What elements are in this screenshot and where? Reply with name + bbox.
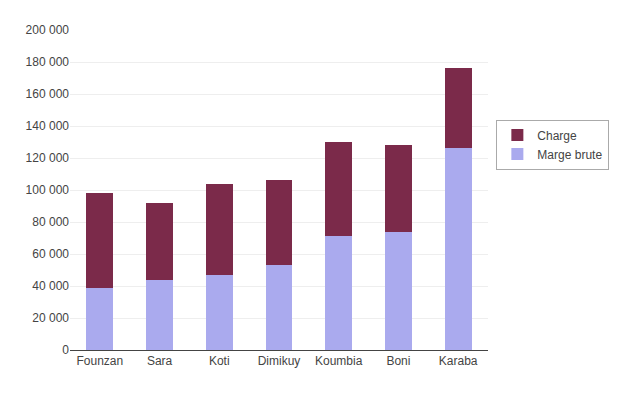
svg-text:120 000: 120 000 [26, 151, 70, 165]
svg-text:80 000: 80 000 [32, 215, 69, 229]
svg-text:60 000: 60 000 [32, 247, 69, 261]
svg-text:Charge: Charge [537, 129, 577, 143]
svg-text:100 000: 100 000 [26, 183, 70, 197]
svg-text:Founzan: Founzan [77, 354, 124, 368]
svg-text:160 000: 160 000 [26, 87, 70, 101]
svg-text:Dimikuy: Dimikuy [258, 354, 301, 368]
svg-text:Sara: Sara [147, 354, 173, 368]
svg-text:200 000: 200 000 [26, 23, 70, 37]
svg-text:Karaba: Karaba [439, 354, 478, 368]
svg-text:Marge brute: Marge brute [537, 148, 602, 162]
svg-text:Koumbia: Koumbia [315, 354, 363, 368]
svg-text:180 000: 180 000 [26, 55, 70, 69]
svg-text:Boni: Boni [386, 354, 410, 368]
svg-text:20 000: 20 000 [32, 311, 69, 325]
svg-text:Koti: Koti [209, 354, 230, 368]
svg-text:140 000: 140 000 [26, 119, 70, 133]
svg-text:40 000: 40 000 [32, 279, 69, 293]
svg-text:0: 0 [62, 343, 69, 357]
